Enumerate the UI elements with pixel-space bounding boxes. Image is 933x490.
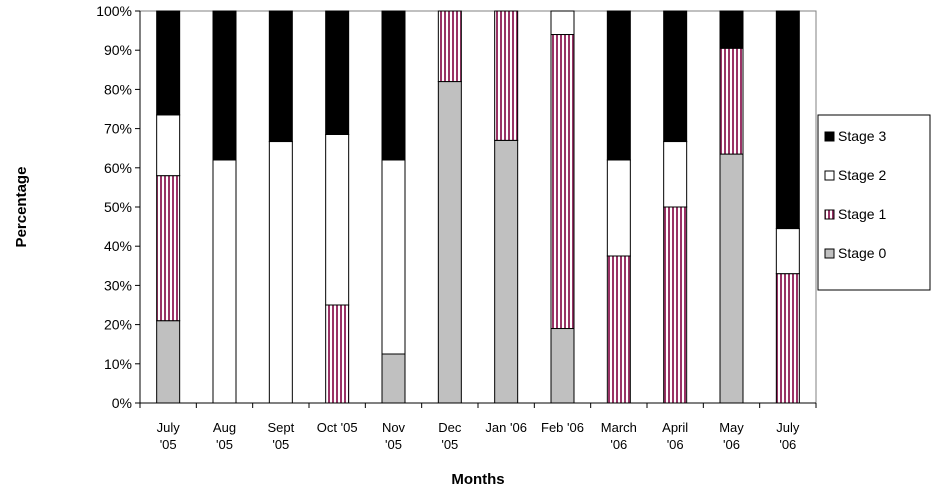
bar-segment-stage-0 [550,328,575,404]
legend-swatch [824,209,835,220]
legend: Stage 3 Stage 2 Stage 1 Stage 0 [817,114,931,291]
bar-segment-stage-2 [775,228,800,275]
legend-box [817,114,931,291]
x-tick-label: July '05 [157,420,181,452]
legend-label: Stage 1 [838,206,886,222]
x-tick-label: Jan '06 [485,420,527,435]
bar-segment-stage-2 [212,159,237,404]
bar-segment-stage-1 [325,304,350,404]
plot-area [139,10,817,404]
y-tick-label: 0% [112,395,132,411]
legend-label: Stage 0 [838,245,886,261]
y-tick-label: 100% [96,3,132,19]
bar-segment-stage-0 [381,353,406,404]
bar-segment-stage-3 [719,10,744,49]
x-tick-label: Oct '05 [317,420,358,435]
bar-segment-stage-3 [606,10,631,161]
bar-segment-stage-2 [606,159,631,257]
x-tick-label: Dec '05 [438,420,462,452]
bar-segment-stage-1 [156,175,181,322]
bar-segment-stage-3 [156,10,181,116]
x-tick-label: Aug '05 [213,420,236,452]
x-tick-label: Feb '06 [541,420,584,435]
bar-segment-stage-1 [606,255,631,404]
y-tick-label: 70% [104,121,132,137]
bar-segment-stage-1 [663,206,688,404]
bar-segment-stage-2 [381,159,406,355]
bar-segment-stage-1 [437,10,462,83]
bar-segment-stage-0 [156,320,181,404]
y-tick-label: 90% [104,42,132,58]
legend-label: Stage 2 [838,167,886,183]
bar-segment-stage-3 [663,10,688,143]
x-tick-label: Nov '05 [382,420,406,452]
y-axis-title: Percentage [13,167,30,248]
y-tick-label: 60% [104,160,132,176]
bar-segment-stage-1 [719,47,744,155]
legend-swatch [824,248,835,259]
y-tick-label: 30% [104,277,132,293]
bar-segment-stage-0 [437,81,462,404]
y-tick-label: 40% [104,238,132,254]
bar-segment-stage-2 [268,141,293,404]
legend-swatch [824,170,835,181]
legend-swatch [824,131,835,142]
bar-segment-stage-3 [212,10,237,161]
bar-segment-stage-2 [663,141,688,208]
bar-segment-stage-1 [550,34,575,330]
x-tick-label: March '06 [601,420,637,452]
bar-segment-stage-3 [381,10,406,161]
bar-segment-stage-3 [325,10,350,135]
bar-segment-stage-2 [550,10,575,36]
bar-segment-stage-0 [719,153,744,404]
bar-segment-stage-2 [156,114,181,177]
bar-segment-stage-1 [494,10,519,141]
bar-segment-stage-3 [268,10,293,143]
bar-segment-stage-2 [325,133,350,306]
x-tick-label: Sept '05 [267,420,294,452]
legend-label: Stage 3 [838,128,886,144]
x-tick-label: May '06 [719,420,744,452]
bar-segment-stage-1 [775,273,800,404]
y-tick-label: 50% [104,199,132,215]
y-tick-label: 10% [104,356,132,372]
x-axis-title: Months [451,471,504,488]
y-tick-label: 20% [104,317,132,333]
x-tick-label: July '06 [776,420,800,452]
x-tick-label: April '06 [662,420,688,452]
y-tick-label: 80% [104,81,132,97]
bar-segment-stage-0 [494,139,519,404]
bar-segment-stage-3 [775,10,800,230]
